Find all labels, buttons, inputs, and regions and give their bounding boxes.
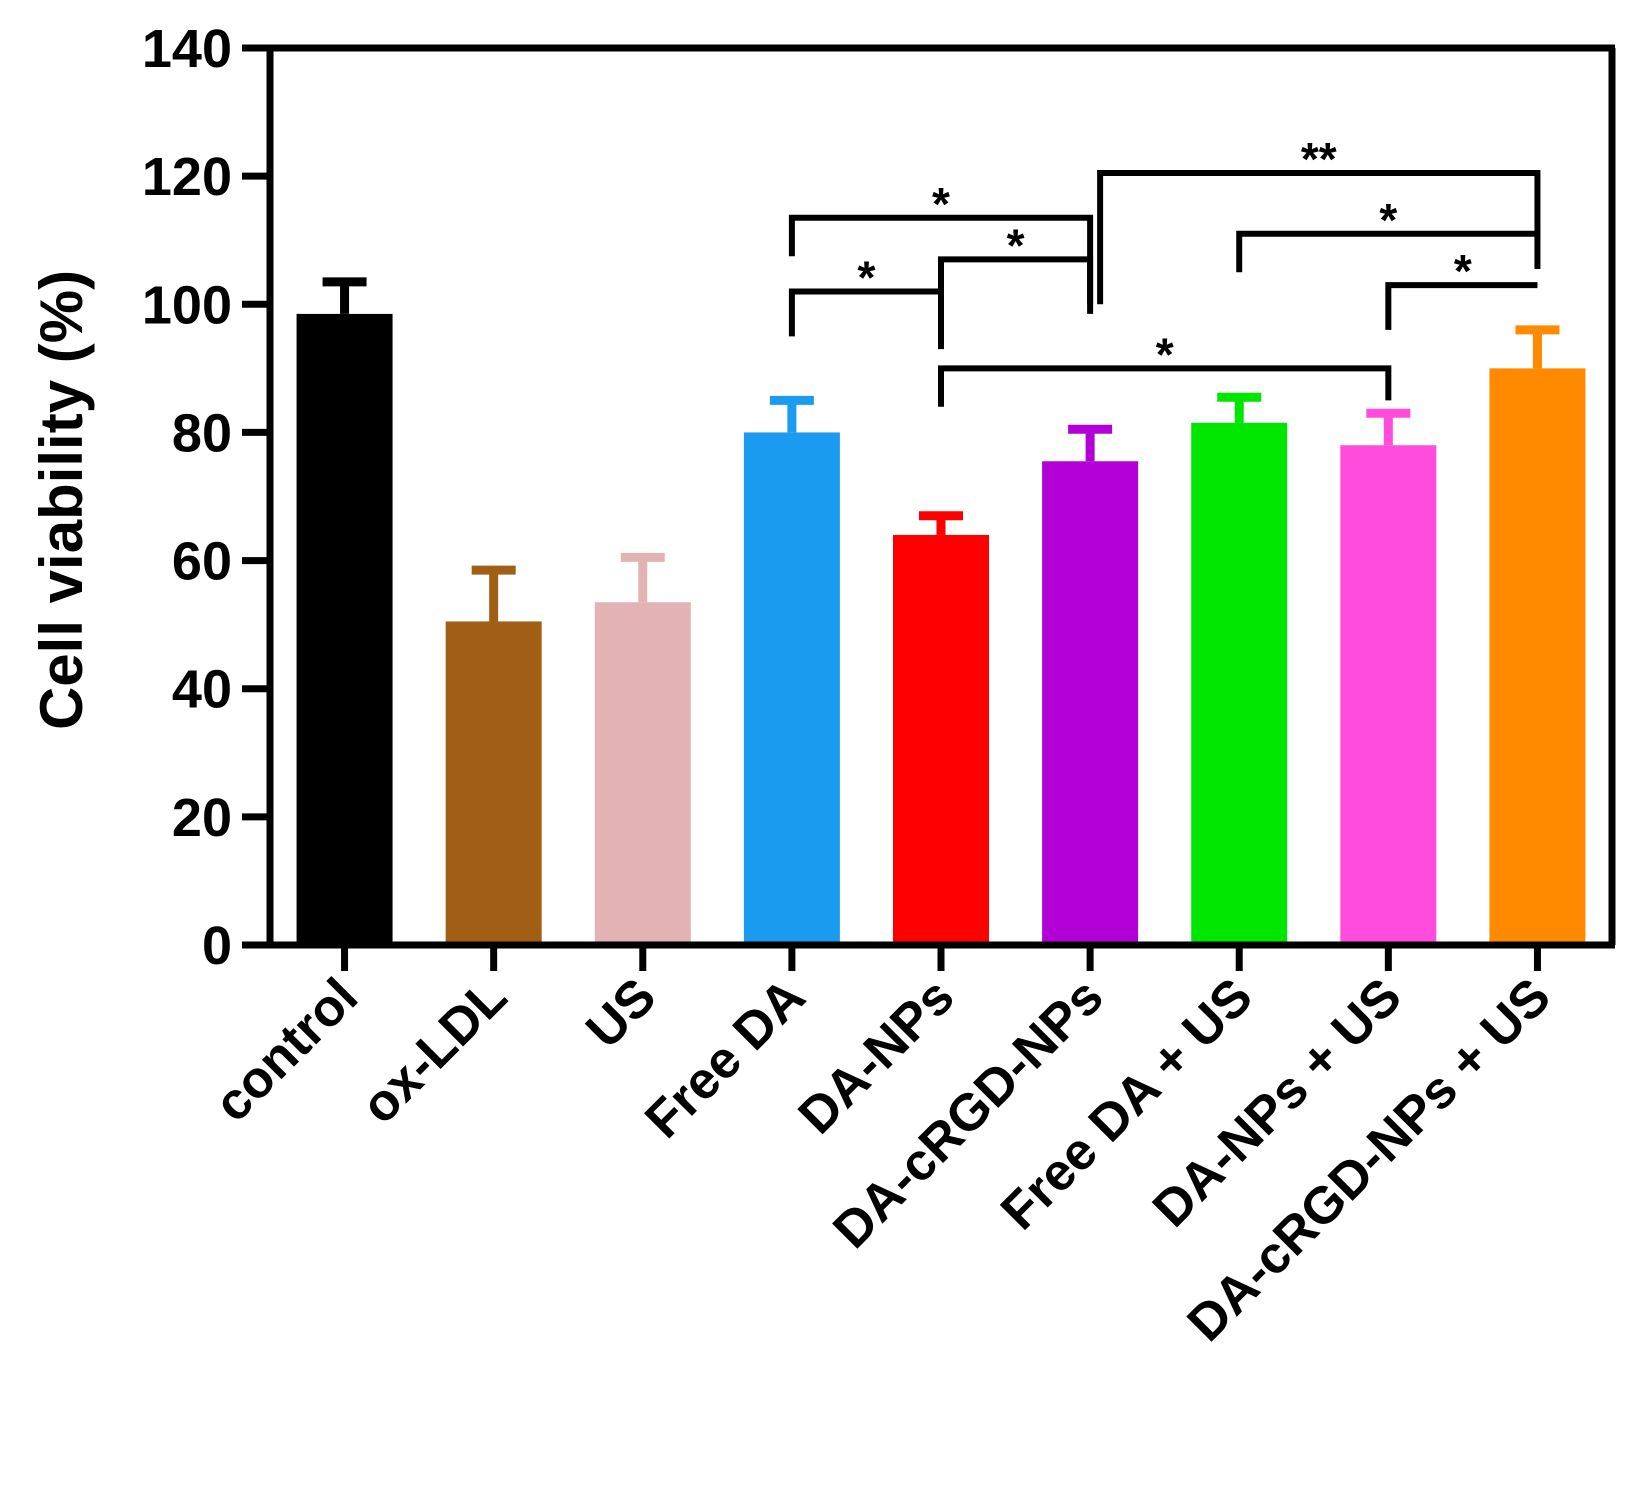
bar-0: [296, 313, 393, 945]
significance-label-5: *: [1379, 194, 1397, 246]
x-tick-label-6: Free DA + US: [990, 967, 1264, 1241]
x-tick-label-0: control: [203, 967, 369, 1133]
significance-bracket-2: [788, 214, 1094, 305]
significance-bracket-5: [1236, 230, 1541, 273]
significance-label-0: *: [857, 251, 875, 303]
bars-layer: [296, 313, 1586, 945]
bar-4: [893, 534, 989, 945]
error-bars-layer: [322, 277, 1560, 622]
significance-label-6: **: [1301, 133, 1337, 185]
y-tick-label-7: 140: [142, 19, 232, 79]
x-tick-label-5: DA-cRGD-NPs: [822, 967, 1114, 1259]
y-tick-label-0: 0: [202, 916, 232, 976]
y-tick-label-4: 80: [172, 403, 232, 463]
y-tick-label-3: 60: [172, 532, 232, 592]
bar-3: [743, 432, 840, 945]
significance-label-2: *: [932, 178, 950, 230]
y-tick-label-5: 100: [142, 275, 232, 335]
bar-1: [445, 621, 542, 945]
significance-bracket-0: [788, 288, 944, 350]
axes-layer: [242, 44, 1616, 971]
bar-8: [1489, 368, 1586, 945]
bar-6: [1191, 422, 1288, 945]
significance-bracket-3: [938, 365, 1392, 407]
significance-layer: ********: [788, 133, 1541, 407]
significance-label-1: *: [1007, 219, 1025, 271]
bar-7: [1340, 445, 1437, 945]
x-tick-label-1: ox-LDL: [351, 967, 519, 1135]
x-tick-label-3: Free DA: [634, 967, 816, 1149]
significance-bracket-6: [1097, 169, 1541, 305]
bar-2: [594, 602, 691, 945]
y-tick-label-6: 120: [142, 147, 232, 207]
y-tick-label-1: 20: [172, 788, 232, 848]
y-tick-label-2: 40: [172, 660, 232, 720]
significance-label-4: *: [1454, 245, 1472, 297]
x-tick-label-2: US: [575, 967, 667, 1059]
y-axis-title: Cell viability (%): [28, 270, 95, 730]
bar-5: [1042, 461, 1139, 945]
significance-bracket-4: [1385, 282, 1538, 330]
significance-label-3: *: [1156, 328, 1174, 380]
